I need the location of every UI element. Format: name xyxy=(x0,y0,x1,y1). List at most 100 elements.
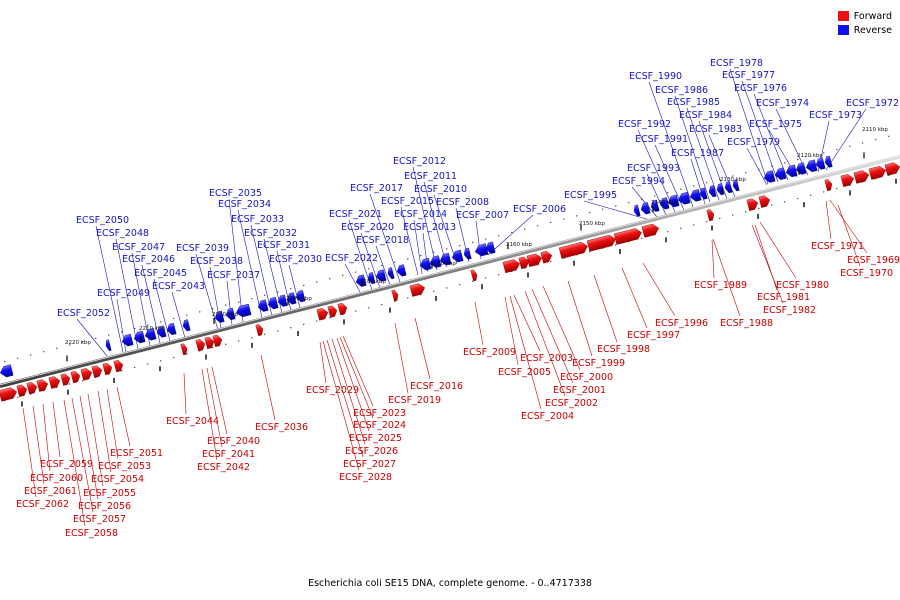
reverse-gene-arrow[interactable] xyxy=(633,204,641,217)
forward-gene-arrow[interactable] xyxy=(316,307,329,321)
reverse-gene-label[interactable]: ECSF_2050 xyxy=(76,215,129,226)
forward-gene-arrow[interactable] xyxy=(337,302,348,316)
forward-gene-arrow[interactable] xyxy=(48,375,61,389)
forward-gene-arrow[interactable] xyxy=(113,359,124,373)
forward-gene-label[interactable]: ECSF_2024 xyxy=(353,420,406,431)
forward-gene-arrow[interactable] xyxy=(558,241,589,259)
forward-gene-arrow[interactable] xyxy=(391,289,400,302)
reverse-gene-arrow[interactable] xyxy=(257,299,269,313)
forward-gene-label[interactable]: ECSF_1997 xyxy=(627,330,680,341)
reverse-gene-arrow[interactable] xyxy=(105,339,112,352)
forward-gene-label[interactable]: ECSF_2025 xyxy=(349,433,402,444)
reverse-gene-label[interactable]: ECSF_2008 xyxy=(436,197,489,208)
reverse-gene-label[interactable]: ECSF_2030 xyxy=(269,254,322,265)
reverse-gene-arrow[interactable] xyxy=(214,310,225,324)
forward-gene-arrow[interactable] xyxy=(0,386,18,402)
reverse-gene-label[interactable]: ECSF_1973 xyxy=(809,110,862,121)
forward-gene-label[interactable]: ECSF_2016 xyxy=(410,381,463,392)
forward-gene-arrow[interactable] xyxy=(255,324,265,337)
reverse-gene-arrow[interactable] xyxy=(277,294,288,308)
forward-gene-arrow[interactable] xyxy=(502,258,521,274)
reverse-gene-label[interactable]: ECSF_2020 xyxy=(341,222,394,233)
reverse-gene-arrow[interactable] xyxy=(375,269,387,283)
reverse-gene-label[interactable]: ECSF_1979 xyxy=(727,137,780,148)
forward-gene-arrow[interactable] xyxy=(853,169,870,184)
reverse-gene-label[interactable]: ECSF_1984 xyxy=(679,110,732,121)
forward-gene-label[interactable]: ECSF_2041 xyxy=(202,449,255,460)
forward-gene-label[interactable]: ECSF_2053 xyxy=(98,461,151,472)
reverse-gene-label[interactable]: ECSF_2007 xyxy=(456,210,509,221)
reverse-gene-arrow[interactable] xyxy=(367,272,376,285)
forward-gene-label[interactable]: ECSF_2055 xyxy=(83,488,136,499)
forward-gene-arrow[interactable] xyxy=(746,198,759,211)
reverse-gene-label[interactable]: ECSF_2038 xyxy=(190,256,243,267)
forward-gene-label[interactable]: ECSF_1970 xyxy=(840,268,893,279)
forward-gene-label[interactable]: ECSF_2028 xyxy=(339,472,392,483)
reverse-gene-label[interactable]: ECSF_2014 xyxy=(394,209,447,220)
reverse-gene-label[interactable]: ECSF_1974 xyxy=(756,98,809,109)
forward-gene-label[interactable]: ECSF_2062 xyxy=(16,499,69,510)
reverse-gene-label[interactable]: ECSF_1991 xyxy=(635,134,688,145)
reverse-gene-label[interactable]: ECSF_1977 xyxy=(722,70,775,81)
reverse-gene-arrow[interactable] xyxy=(785,164,798,178)
reverse-gene-arrow[interactable] xyxy=(0,364,14,379)
reverse-gene-arrow[interactable] xyxy=(267,296,279,310)
reverse-gene-arrow[interactable] xyxy=(355,274,367,288)
reverse-gene-label[interactable]: ECSF_2049 xyxy=(97,288,150,299)
reverse-gene-label[interactable]: ECSF_1993 xyxy=(627,163,680,174)
forward-gene-arrow[interactable] xyxy=(180,343,189,356)
reverse-gene-arrow[interactable] xyxy=(121,333,134,347)
forward-gene-label[interactable]: ECSF_2002 xyxy=(545,398,598,409)
reverse-gene-arrow[interactable] xyxy=(166,322,177,336)
reverse-gene-arrow[interactable] xyxy=(286,292,297,306)
forward-gene-label[interactable]: ECSF_1989 xyxy=(694,280,747,291)
forward-gene-label[interactable]: ECSF_2042 xyxy=(197,462,250,473)
forward-gene-label[interactable]: ECSF_1971 xyxy=(811,241,864,252)
reverse-gene-label[interactable]: ECSF_2033 xyxy=(231,214,284,225)
reverse-gene-arrow[interactable] xyxy=(182,319,191,332)
reverse-gene-label[interactable]: ECSF_2043 xyxy=(152,281,205,292)
reverse-gene-label[interactable]: ECSF_2039 xyxy=(176,243,229,254)
forward-gene-arrow[interactable] xyxy=(706,209,716,222)
reverse-gene-label[interactable]: ECSF_2052 xyxy=(57,308,110,319)
forward-gene-label[interactable]: ECSF_2056 xyxy=(78,501,131,512)
reverse-gene-arrow[interactable] xyxy=(815,157,826,171)
reverse-gene-arrow[interactable] xyxy=(474,243,489,258)
forward-gene-arrow[interactable] xyxy=(868,165,887,180)
forward-gene-label[interactable]: ECSF_2036 xyxy=(255,422,308,433)
reverse-gene-label[interactable]: ECSF_2013 xyxy=(403,222,456,233)
forward-gene-arrow[interactable] xyxy=(758,195,771,208)
reverse-gene-arrow[interactable] xyxy=(732,179,740,192)
forward-gene-label[interactable]: ECSF_2005 xyxy=(498,367,551,378)
reverse-gene-label[interactable]: ECSF_2012 xyxy=(393,156,446,167)
forward-gene-arrow[interactable] xyxy=(409,282,426,297)
reverse-gene-arrow[interactable] xyxy=(774,167,787,181)
forward-gene-arrow[interactable] xyxy=(470,269,479,282)
reverse-gene-label[interactable]: ECSF_2018 xyxy=(356,235,409,246)
reverse-gene-arrow[interactable] xyxy=(805,159,818,173)
forward-gene-label[interactable]: ECSF_1999 xyxy=(572,358,625,369)
reverse-gene-arrow[interactable] xyxy=(659,197,670,210)
reverse-gene-arrow[interactable] xyxy=(667,194,680,208)
reverse-gene-arrow[interactable] xyxy=(144,327,157,341)
reverse-gene-arrow[interactable] xyxy=(295,289,306,303)
reverse-gene-arrow[interactable] xyxy=(396,264,407,278)
reverse-gene-arrow[interactable] xyxy=(133,330,146,344)
reverse-gene-arrow[interactable] xyxy=(824,155,833,168)
reverse-gene-label[interactable]: ECSF_1975 xyxy=(749,119,802,130)
reverse-gene-label[interactable]: ECSF_1976 xyxy=(734,83,787,94)
reverse-gene-arrow[interactable] xyxy=(419,257,432,271)
reverse-gene-label[interactable]: ECSF_2006 xyxy=(513,204,566,215)
reverse-gene-arrow[interactable] xyxy=(429,255,442,269)
reverse-gene-arrow[interactable] xyxy=(699,187,708,200)
forward-gene-label[interactable]: ECSF_1981 xyxy=(757,292,810,303)
reverse-gene-label[interactable]: ECSF_2037 xyxy=(207,270,260,281)
forward-gene-arrow[interactable] xyxy=(884,161,900,176)
reverse-gene-arrow[interactable] xyxy=(640,202,651,215)
reverse-gene-arrow[interactable] xyxy=(724,181,733,194)
reverse-gene-label[interactable]: ECSF_1992 xyxy=(618,119,671,130)
reverse-gene-label[interactable]: ECSF_2022 xyxy=(325,253,378,264)
forward-gene-arrow[interactable] xyxy=(70,370,81,384)
reverse-gene-label[interactable]: ECSF_1995 xyxy=(564,190,617,201)
reverse-gene-arrow[interactable] xyxy=(235,303,252,318)
